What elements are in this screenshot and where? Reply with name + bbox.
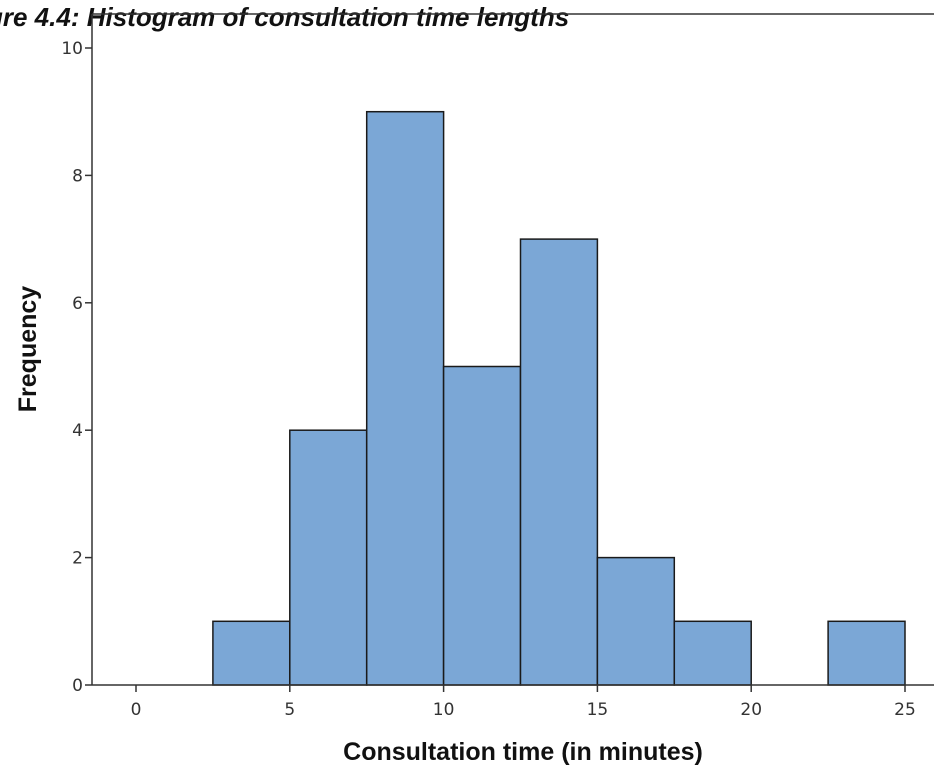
x-tick-label: 15 [587, 700, 609, 720]
x-tick-label: 5 [284, 700, 295, 720]
x-tick-label: 10 [433, 700, 455, 720]
histogram-bar-7 [673, 620, 752, 686]
y-tick-label: 2 [72, 549, 83, 569]
y-tick-label: 4 [72, 421, 83, 441]
histogram-bar-2 [289, 429, 368, 686]
x-tick-label: 20 [740, 700, 762, 720]
y-tick-label: 8 [72, 166, 83, 186]
histogram-bar-3 [365, 110, 445, 686]
histogram-bar-4 [442, 365, 522, 686]
x-tick-label: 25 [894, 700, 916, 720]
histogram-bar-5 [519, 238, 599, 686]
histogram-bars [212, 110, 906, 686]
chart-title: Figure 4.4: Histogram of consultation ti… [0, 2, 569, 32]
y-tick-label: 10 [61, 39, 83, 59]
histogram-bar-9 [827, 620, 906, 686]
histogram-bar-1 [212, 620, 291, 686]
axes: 0 2 4 6 8 10 0 5 10 15 20 25 [61, 13, 934, 720]
x-axis-label: Consultation time (in minutes) [343, 738, 703, 766]
x-tick-label: 0 [131, 700, 142, 720]
y-tick-label: 0 [72, 676, 83, 696]
y-tick-label: 6 [72, 294, 83, 314]
histogram-bar-6 [596, 556, 676, 686]
y-axis-label: Frequency [14, 286, 42, 413]
